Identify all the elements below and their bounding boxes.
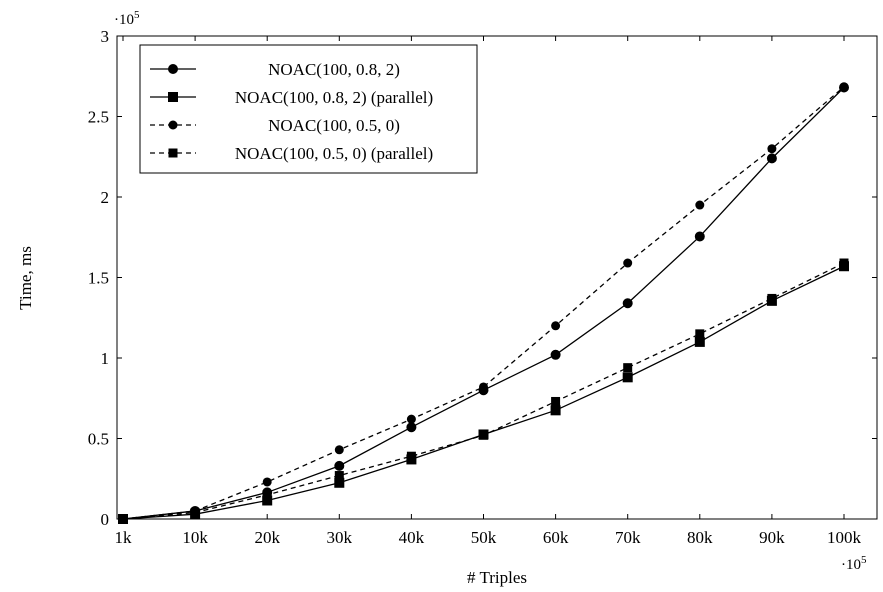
x-tick-label: 80k — [687, 528, 713, 547]
x-tick-label: 1k — [115, 528, 133, 547]
circle-point — [767, 144, 777, 154]
x-axis: 1k 10k 20k 30k 40k 50k 60k 70k 80k 90k 100k — [115, 36, 862, 547]
x-axis-exponent: ·105 — [841, 554, 867, 573]
legend-marker — [168, 92, 178, 102]
y-axis-title: Time, ms — [16, 246, 35, 310]
square-point — [406, 454, 417, 465]
square-point — [551, 396, 561, 406]
legend-label: NOAC(100, 0.8, 2) — [268, 60, 400, 79]
series-layer — [118, 82, 849, 524]
square-point — [694, 336, 705, 347]
x-tick-label: 70k — [615, 528, 641, 547]
x-tick-label: 90k — [759, 528, 785, 547]
y-axis-exponent: ·105 — [114, 9, 140, 28]
x-axis-title: # Triples — [467, 568, 527, 587]
square-point — [334, 471, 344, 481]
y-tick-label: 3 — [101, 27, 110, 46]
square-point — [334, 477, 345, 488]
legend-label: NOAC(100, 0.5, 0) — [268, 116, 400, 135]
circle-point — [334, 460, 345, 471]
legend-entry: NOAC(100, 0.8, 2) — [150, 60, 400, 79]
legend-label: NOAC(100, 0.8, 2) (parallel) — [235, 88, 433, 107]
square-point — [550, 405, 561, 416]
x-tick-label: 20k — [254, 528, 280, 547]
x-tick-label: 10k — [182, 528, 208, 547]
legend-marker — [168, 148, 178, 158]
square-point — [695, 329, 705, 339]
square-point — [118, 514, 128, 524]
y-tick-label: 0 — [101, 510, 110, 529]
x-tick-label: 50k — [471, 528, 497, 547]
circle-point — [406, 414, 416, 424]
legend-label: NOAC(100, 0.5, 0) (parallel) — [235, 144, 433, 163]
series-noac-100-0-8-2-parallel — [118, 261, 849, 524]
circle-point — [478, 385, 489, 396]
square-point — [622, 372, 633, 383]
y-axis: 0 0.5 1 1.5 2 2.5 3 — [88, 27, 877, 529]
x-tick-label: 40k — [399, 528, 425, 547]
y-tick-label: 1 — [101, 349, 110, 368]
square-point — [839, 261, 849, 272]
circle-point — [694, 231, 705, 242]
circle-point — [550, 349, 561, 360]
legend-entry: NOAC(100, 0.5, 0) (parallel) — [150, 144, 433, 163]
circle-point — [406, 422, 417, 433]
square-point — [766, 295, 777, 306]
circle-point — [695, 200, 705, 210]
circle-point — [623, 258, 633, 268]
y-tick-label: 1.5 — [88, 269, 109, 288]
square-point — [262, 495, 273, 506]
legend-box — [139, 44, 478, 174]
square-point — [623, 363, 633, 373]
circle-point — [551, 321, 561, 331]
circle-point — [262, 477, 272, 487]
x-tick-label: 100k — [827, 528, 862, 547]
square-point — [190, 509, 201, 520]
legend-marker — [168, 64, 178, 74]
y-tick-label: 2 — [101, 188, 110, 207]
circle-point — [766, 153, 777, 164]
legend: NOAC(100, 0.8, 2) NOAC(100, 0.8, 2) (para… — [139, 44, 478, 174]
y-tick-label: 0.5 — [88, 430, 109, 449]
legend-marker — [168, 120, 178, 130]
x-tick-label: 30k — [327, 528, 353, 547]
legend-entry: NOAC(100, 0.5, 0) — [150, 116, 400, 135]
y-tick-label: 2.5 — [88, 108, 109, 127]
legend-entry: NOAC(100, 0.8, 2) (parallel) — [150, 88, 433, 107]
circle-point — [334, 445, 344, 455]
circle-point — [262, 487, 273, 498]
square-point — [478, 429, 489, 440]
circle-point — [839, 82, 849, 93]
circle-point — [622, 298, 633, 309]
x-tick-label: 60k — [543, 528, 569, 547]
